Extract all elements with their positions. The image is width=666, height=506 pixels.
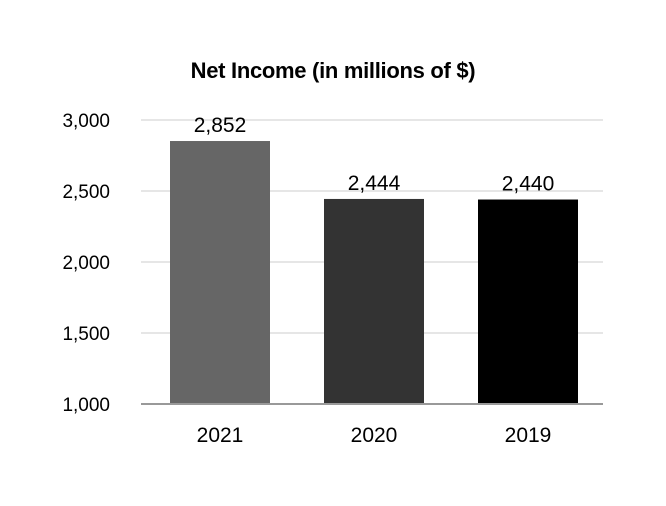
bars (170, 141, 578, 405)
data-label-2021: 2,852 (194, 114, 247, 137)
y-tick-label: 3,000 (62, 111, 110, 132)
y-tick-label: 2,500 (62, 182, 110, 203)
x-axis-tick-labels: 2021 2020 2019 (197, 424, 552, 447)
data-labels: 2,852 2,444 2,440 (194, 114, 555, 196)
bar-2019 (478, 199, 578, 404)
bar-2020 (324, 198, 424, 404)
y-tick-label: 2,000 (62, 253, 110, 274)
data-label-2020: 2,444 (348, 172, 401, 195)
y-axis-tick-labels: 1,000 1,500 2,000 2,500 3,000 (62, 111, 110, 416)
y-tick-label: 1,000 (62, 395, 110, 416)
y-tick-label: 1,500 (62, 324, 110, 345)
data-label-2019: 2,440 (502, 173, 555, 196)
bar-2021 (170, 141, 270, 405)
x-tick-label: 2020 (351, 424, 398, 447)
x-tick-label: 2021 (197, 424, 244, 447)
chart-title: Net Income (in millions of $) (190, 58, 476, 83)
x-tick-label: 2019 (505, 424, 552, 447)
